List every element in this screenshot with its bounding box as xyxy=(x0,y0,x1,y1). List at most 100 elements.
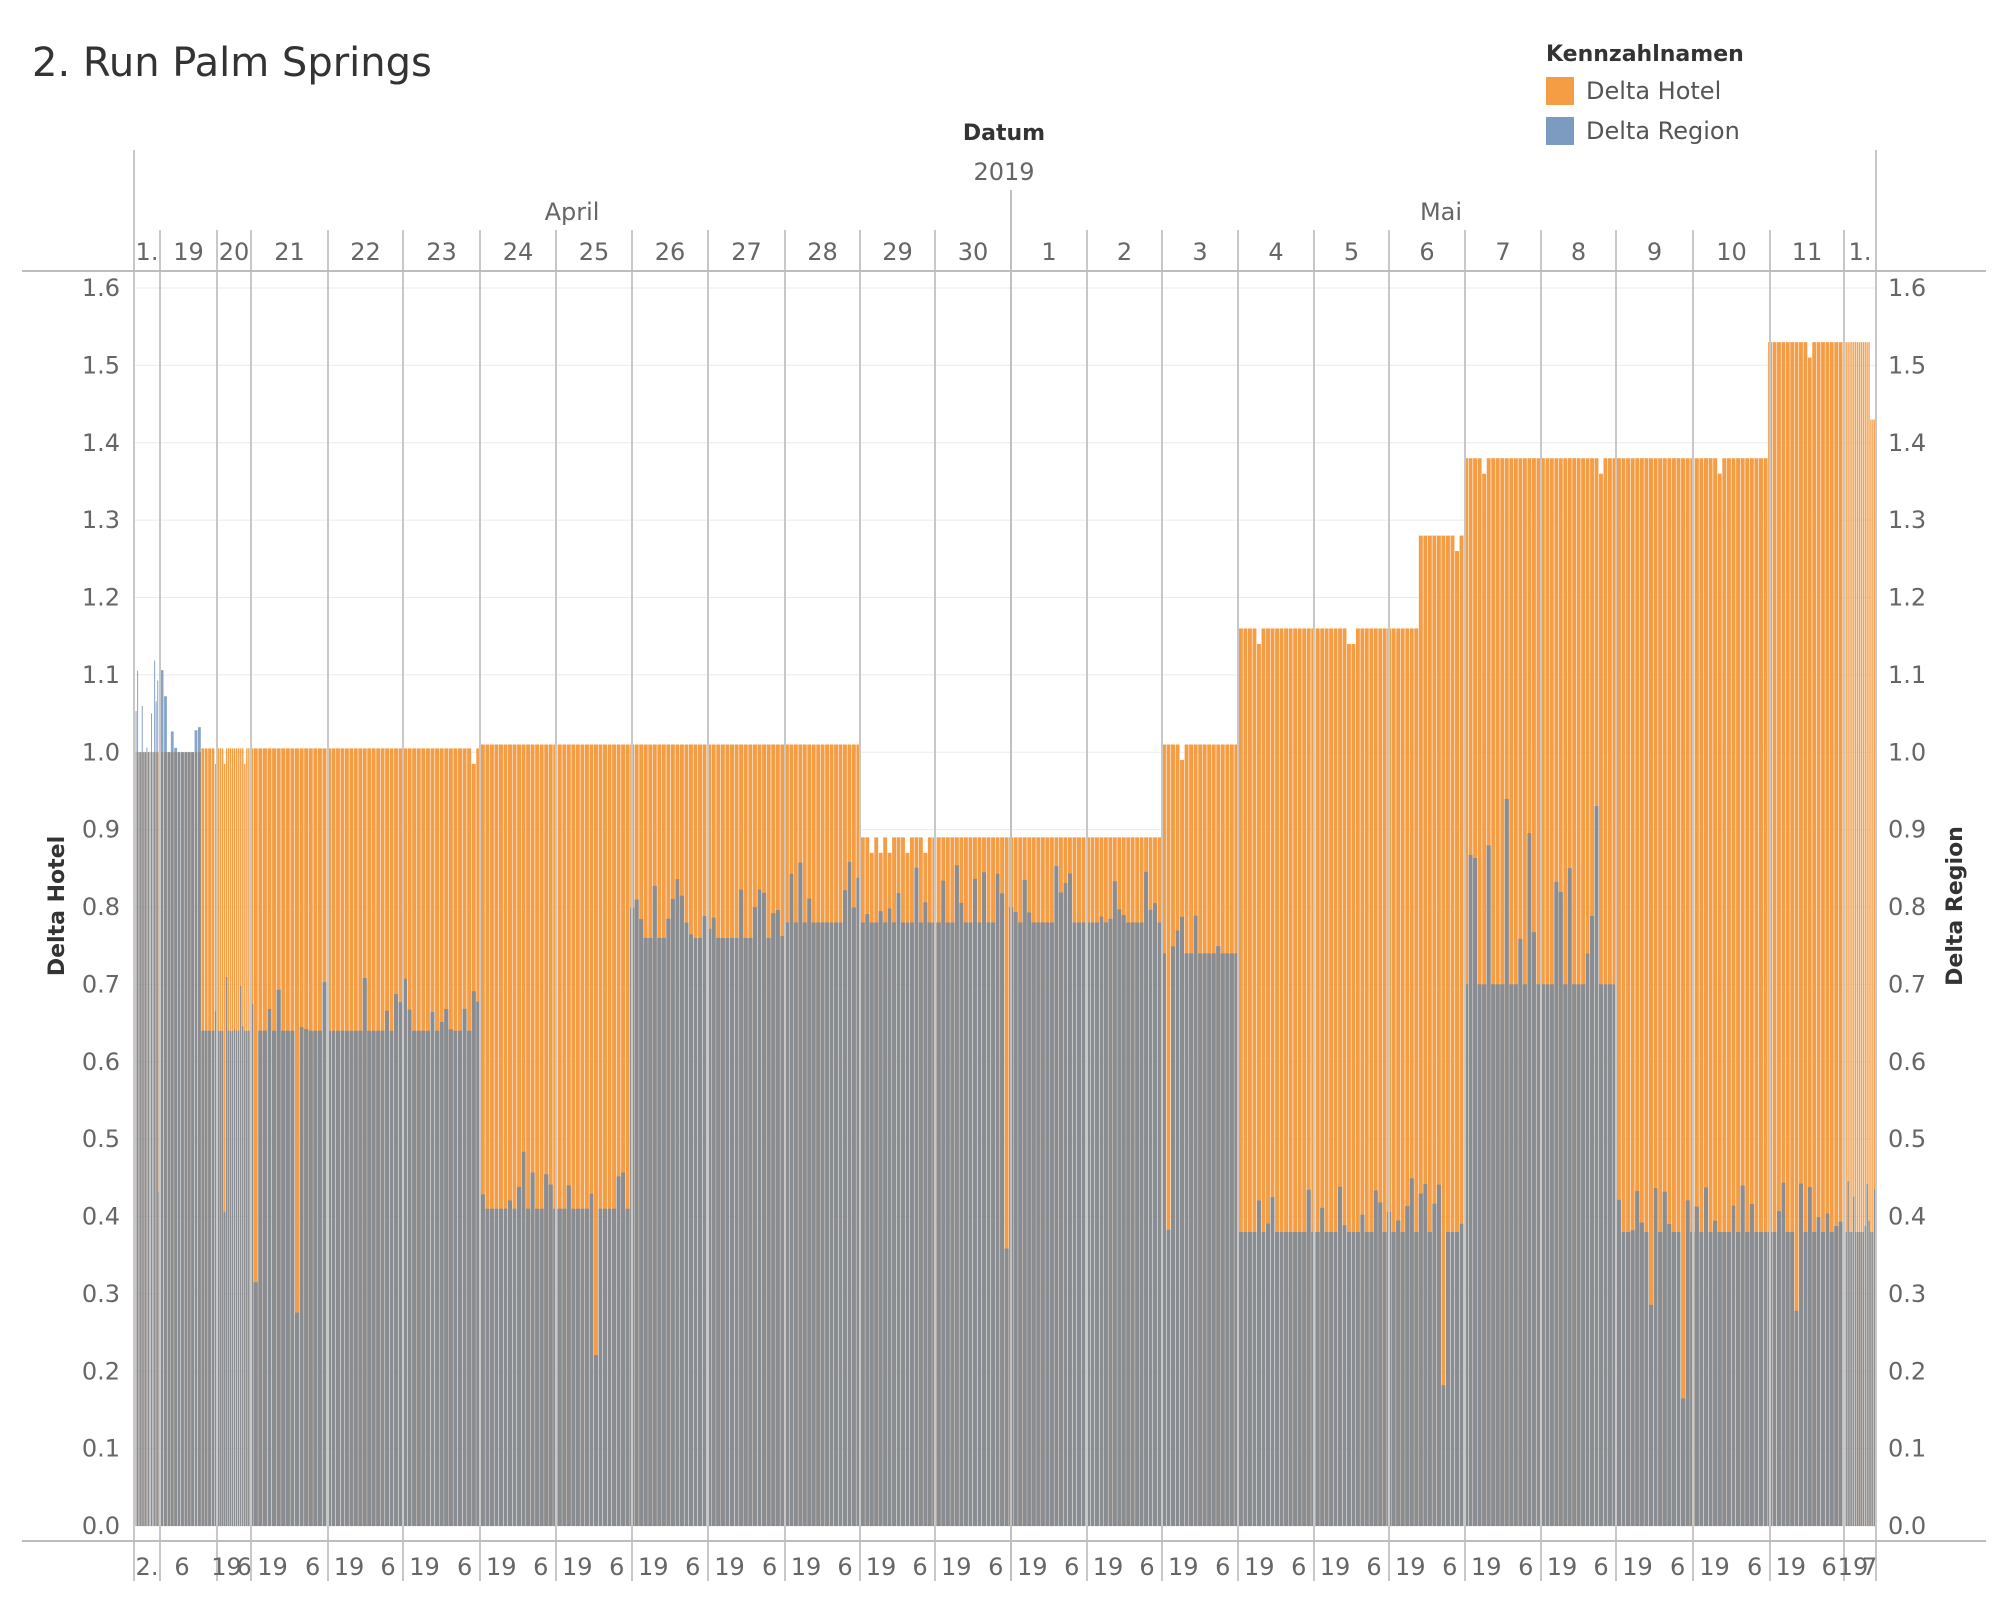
bar-overlap xyxy=(625,1208,630,1526)
ytick-right: 0.8 xyxy=(1888,893,1926,921)
bar-overlap xyxy=(448,1029,453,1526)
ytick-right: 0.4 xyxy=(1888,1203,1926,1231)
bar-overlap xyxy=(1238,1231,1243,1526)
bar-delta-hotel xyxy=(1781,342,1786,1527)
bar-overlap xyxy=(1864,1226,1866,1526)
bar-overlap xyxy=(743,937,748,1526)
bar-overlap xyxy=(152,752,154,1526)
bar-overlap xyxy=(331,1030,336,1526)
day-label: 29 xyxy=(882,238,913,266)
bar-overlap xyxy=(164,752,167,1526)
bar-overlap xyxy=(1382,1231,1387,1526)
hour-label: 6 xyxy=(1139,1553,1154,1581)
bar-overlap xyxy=(612,1208,617,1526)
legend-item-delta-hotel[interactable]: Delta Hotel xyxy=(1546,77,1744,105)
bar-overlap xyxy=(246,1030,248,1526)
hour-label: 19 xyxy=(1547,1553,1578,1581)
bar-overlap xyxy=(313,1030,318,1526)
bar-overlap xyxy=(1333,1231,1338,1526)
hour-label: 7 xyxy=(1862,1553,1877,1581)
bar-overlap xyxy=(144,752,146,1526)
bar-delta-hotel xyxy=(1369,628,1374,1526)
bar-delta-hotel xyxy=(1856,342,1859,1527)
bar-overlap xyxy=(187,752,191,1526)
bar-overlap xyxy=(1853,1196,1855,1526)
bar-overlap xyxy=(236,1030,238,1526)
bar-delta-hotel xyxy=(1845,342,1847,1527)
bar-overlap xyxy=(290,1030,295,1526)
bar-overlap xyxy=(358,1030,363,1526)
day-label: 5 xyxy=(1344,238,1359,266)
bar-overlap xyxy=(476,1001,481,1526)
bar-overlap xyxy=(521,1151,526,1526)
bar-overlap xyxy=(1063,883,1068,1526)
bar-delta-hotel xyxy=(1807,357,1812,1527)
bar-overlap xyxy=(598,1208,603,1526)
ytick-left: 0.0 xyxy=(82,1512,120,1540)
bar-delta-hotel xyxy=(607,744,612,1526)
bar-overlap xyxy=(1432,1203,1437,1526)
bar-overlap xyxy=(1355,1231,1360,1526)
bar-overlap xyxy=(304,1029,309,1526)
bar-overlap xyxy=(1284,1231,1289,1526)
bar-delta-hotel xyxy=(1238,628,1243,1526)
day-label: 11 xyxy=(1792,238,1823,266)
ytick-left: 1.3 xyxy=(82,506,120,534)
bar-overlap xyxy=(458,1030,462,1526)
bar-delta-hotel xyxy=(1284,628,1289,1526)
bar-overlap xyxy=(1086,922,1090,1526)
bar-overlap xyxy=(1450,1231,1455,1526)
day-label: 20 xyxy=(219,238,250,266)
day-label: 9 xyxy=(1647,238,1662,266)
bar-overlap xyxy=(421,1030,426,1526)
bar-overlap xyxy=(225,977,228,1526)
bar-delta-hotel xyxy=(503,744,508,1526)
bar-overlap xyxy=(834,922,838,1526)
hour-label: 19 xyxy=(211,1553,242,1581)
bar-overlap xyxy=(181,752,184,1526)
bar-delta-hotel xyxy=(517,744,522,1526)
bar-overlap xyxy=(201,1030,205,1526)
bar-overlap xyxy=(1216,946,1221,1526)
bar-overlap xyxy=(485,1208,490,1526)
bar-overlap xyxy=(950,922,955,1526)
bar-overlap xyxy=(1777,1211,1781,1526)
bar-overlap xyxy=(208,1030,211,1526)
bar-overlap xyxy=(1772,1231,1777,1526)
bar-overlap xyxy=(1862,1231,1864,1526)
bar-delta-hotel xyxy=(1432,535,1437,1526)
bar-overlap xyxy=(1785,1231,1790,1526)
ytick-left: 1.2 xyxy=(82,584,120,612)
bar-delta-hotel xyxy=(1731,458,1736,1527)
day-label: 25 xyxy=(579,238,610,266)
hour-label: 19 xyxy=(1471,1553,1502,1581)
bar-delta-hotel xyxy=(1436,535,1441,1526)
bar-overlap xyxy=(1473,857,1478,1526)
bar-delta-hotel xyxy=(1866,342,1868,1527)
bar-delta-hotel xyxy=(1777,342,1781,1527)
hour-label: 19 xyxy=(1320,1553,1351,1581)
bar-overlap xyxy=(1234,953,1239,1526)
bar-overlap xyxy=(234,1029,236,1526)
bar-overlap xyxy=(847,861,852,1526)
bar-delta-hotel xyxy=(1847,342,1849,1527)
bar-overlap xyxy=(802,922,807,1526)
ytick-right: 1.0 xyxy=(1888,738,1926,766)
hour-label: 6 xyxy=(174,1553,189,1581)
day-label: 26 xyxy=(655,238,686,266)
bar-delta-hotel xyxy=(1459,535,1464,1526)
hour-label: 19 xyxy=(866,1553,897,1581)
day-label: 24 xyxy=(503,238,534,266)
day-label: 10 xyxy=(1716,238,1747,266)
bar-delta-hotel xyxy=(1306,628,1311,1526)
bar-overlap xyxy=(151,752,153,1526)
bar-overlap xyxy=(1607,984,1612,1526)
bar-overlap xyxy=(566,1185,571,1526)
bar-delta-hotel xyxy=(480,744,485,1526)
bar-overlap xyxy=(603,1208,607,1526)
legend-item-delta-region[interactable]: Delta Region xyxy=(1546,117,1744,145)
bar-overlap xyxy=(1324,1231,1329,1526)
bar-overlap xyxy=(170,752,174,1526)
bar-delta-hotel xyxy=(1860,342,1863,1527)
hour-label: 6 xyxy=(1291,1553,1306,1581)
